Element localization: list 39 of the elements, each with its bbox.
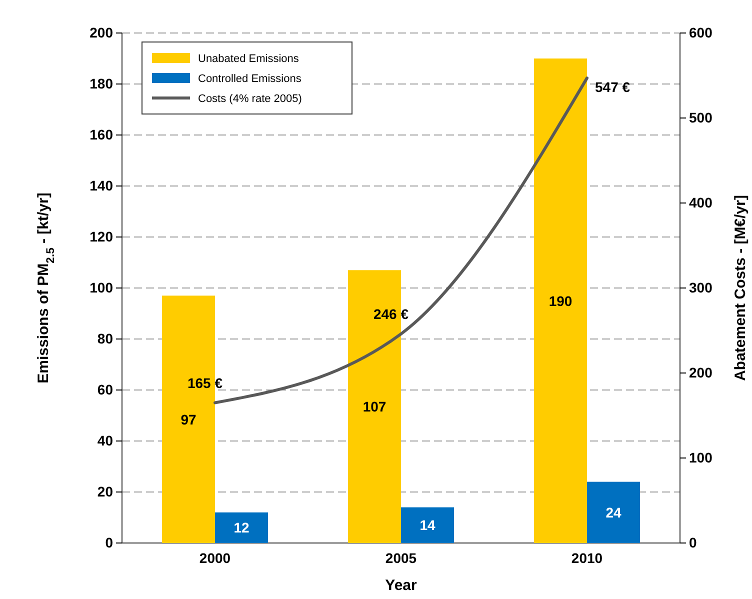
data-label: 547 € <box>595 79 630 96</box>
data-label: 14 <box>420 517 436 534</box>
x-tick-label: 2010 <box>571 550 603 566</box>
bar <box>348 270 401 543</box>
legend-label: Costs (4% rate 2005) <box>198 93 302 105</box>
bar <box>534 58 587 543</box>
y2-tick-label: 300 <box>689 279 713 296</box>
y-tick-label: 100 <box>90 279 114 296</box>
y-tick-label: 200 <box>90 24 114 40</box>
data-label: 97 <box>180 411 196 428</box>
y-tick-label: 180 <box>90 75 114 92</box>
y-tick-label: 160 <box>90 126 114 142</box>
y2-tick-label: 600 <box>689 24 713 40</box>
y2-tick-label: 400 <box>689 194 713 210</box>
y-tick-label: 80 <box>97 330 114 346</box>
y-tick-label: 120 <box>90 228 114 244</box>
data-label: 24 <box>606 504 622 520</box>
x-tick-label: 2005 <box>385 550 417 566</box>
bar <box>162 296 215 543</box>
y2-tick-label: 100 <box>689 449 713 466</box>
bar <box>215 512 268 543</box>
data-label: 190 <box>548 292 572 309</box>
y2-axis-title: Abatement Costs - [M€/yr] <box>732 195 749 381</box>
y-tick-label: 60 <box>97 381 114 398</box>
legend-label: Controlled Emissions <box>198 73 302 85</box>
data-label: 12 <box>234 520 250 536</box>
y2-tick-label: 0 <box>689 534 697 550</box>
y2-tick-label: 200 <box>689 364 713 380</box>
y2-tick-label: 500 <box>689 109 713 126</box>
bar <box>587 482 640 543</box>
data-label: 107 <box>362 398 386 415</box>
bar <box>401 507 454 543</box>
x-axis-title: Year <box>385 577 418 594</box>
y-tick-label: 40 <box>97 432 114 448</box>
y-tick-label: 0 <box>105 534 114 550</box>
y-tick-label: 20 <box>97 483 114 500</box>
y-tick-label: 140 <box>90 177 114 194</box>
x-tick-label: 2000 <box>199 550 231 566</box>
legend-label: Unabated Emissions <box>198 53 300 65</box>
